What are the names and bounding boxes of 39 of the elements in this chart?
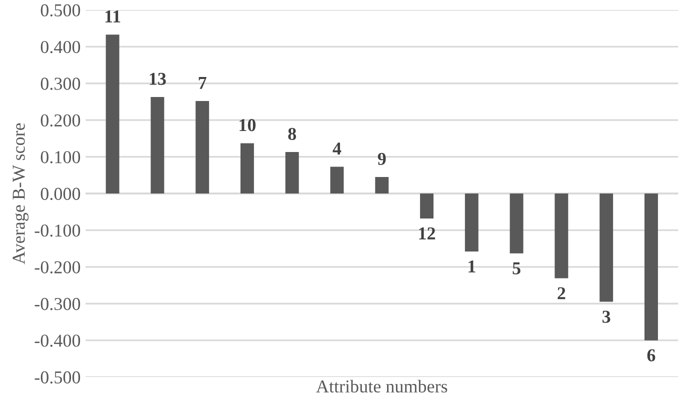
x-tick-label: 3 [602, 310, 610, 323]
x-tick-label: 4 [332, 142, 342, 155]
x-tick-label: 11 [105, 10, 120, 22]
bar [375, 176, 389, 194]
x-tick-label: 9 [378, 152, 386, 165]
y-tick-label: 0.400 [40, 40, 80, 54]
x-tick-label: 7 [198, 77, 206, 89]
bar [510, 194, 524, 254]
y-tick-label: -0.400 [34, 334, 80, 347]
y-tick-label: 0.500 [40, 4, 80, 16]
bar [554, 194, 568, 278]
y-tick-label: 0.300 [40, 78, 80, 90]
y-tick-label: 0.100 [40, 151, 80, 164]
bar [464, 194, 478, 252]
x-tick-label: 10 [240, 119, 256, 132]
x-tick-label: 13 [150, 72, 166, 85]
y-tick-label: -0.200 [34, 261, 80, 274]
bar [420, 194, 434, 218]
y-tick-label: 0.200 [40, 114, 80, 127]
bar [240, 143, 254, 194]
bar [196, 101, 210, 194]
x-tick-label: 8 [288, 128, 296, 140]
x-tick-label: 6 [647, 349, 656, 362]
x-tick-label: 1 [468, 260, 476, 272]
bar [150, 96, 164, 194]
y-tick-label: -0.300 [34, 298, 80, 310]
y-axis-title: Average B-W score [12, 123, 29, 264]
y-tick-label: -0.100 [34, 224, 80, 237]
y-tick-label: -0.500 [34, 371, 80, 384]
bar [600, 194, 614, 302]
x-tick-label: 5 [512, 262, 520, 274]
bar [106, 34, 120, 194]
y-tick-label: 0.000 [40, 188, 80, 200]
bar [285, 152, 299, 194]
x-tick-label: 2 [558, 287, 566, 300]
bar [644, 194, 658, 340]
bar [330, 166, 344, 194]
x-tick-label: 12 [419, 227, 436, 240]
x-axis-title: Attribute numbers [316, 380, 448, 393]
